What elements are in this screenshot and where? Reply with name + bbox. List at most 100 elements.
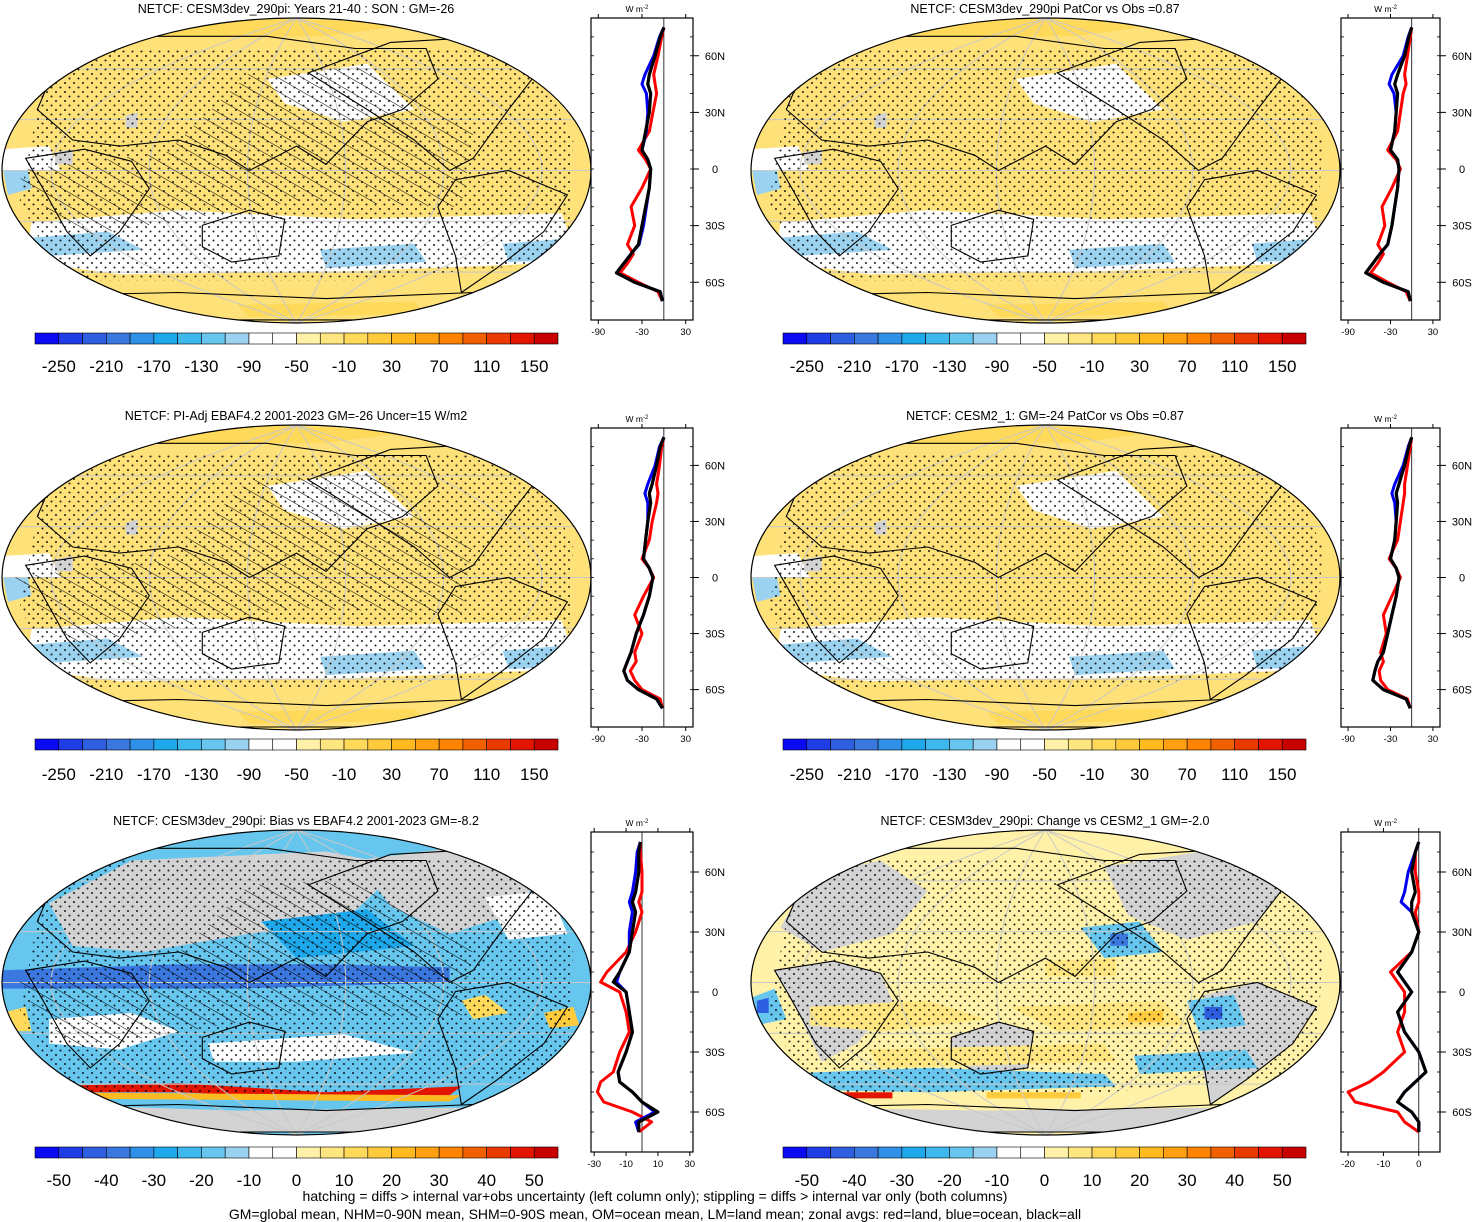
coastline: [785, 442, 1188, 579]
colorbar-label: 20: [382, 1171, 401, 1190]
colorbar-box: [949, 332, 974, 345]
coastline: [773, 960, 899, 1069]
map-border: [750, 424, 1341, 731]
colorbar-label: -10: [985, 1171, 1010, 1190]
ytick-label: 30N: [1452, 927, 1472, 939]
colorbar-box: [854, 738, 879, 751]
colorbar-box: [1091, 332, 1117, 345]
colorbar-box: [201, 738, 226, 751]
colorbar-label: 30: [382, 357, 401, 376]
colorbar-box: [272, 738, 297, 751]
ytick-label: 60N: [1452, 51, 1472, 63]
ytick-label: 30S: [1452, 221, 1472, 233]
zonal-average-plot: W m-2 60N 30N 0 30S 60S -90 -30 30: [1340, 414, 1472, 745]
panel-4: NETCF: CESM2_1: GM=-24 PatCor vs Obs =0.…: [750, 409, 1472, 784]
colorbar-box: [1044, 332, 1069, 345]
colorbar-label: -50: [1032, 765, 1057, 784]
ytick-label: 60N: [705, 51, 725, 63]
colorbar-label: -250: [790, 357, 824, 376]
colorbar-label: -210: [837, 765, 871, 784]
colorbar-box: [510, 332, 535, 345]
zonal-line-all: [1364, 26, 1414, 302]
colorbar-box: [1115, 738, 1140, 751]
colorbar-box: [1163, 332, 1188, 345]
colorbar-box: [296, 1146, 321, 1159]
panel-2: NETCF: CESM3dev_290pi PatCor vs Obs =0.8…: [750, 2, 1472, 376]
map: [2, 830, 591, 1135]
colorbar-label: -90: [985, 765, 1010, 784]
colorbar: -50 -40 -30 -20 -10 0 10 20 30 40 50: [782, 1146, 1307, 1190]
coastline: [785, 847, 1188, 984]
ytick-label: 30N: [705, 927, 725, 939]
colorbar-box: [782, 1146, 808, 1159]
coastline: [437, 576, 569, 701]
colorbar-box: [462, 738, 487, 751]
colorbar-box: [830, 738, 855, 751]
colorbar-box: [1139, 738, 1164, 751]
colorbar-box: [1186, 1146, 1212, 1159]
xtick-label: 10: [653, 1159, 664, 1170]
colorbar-box: [1258, 332, 1283, 345]
colorbar-box: [296, 332, 321, 345]
colorbar-box: [972, 332, 998, 345]
colorbar-box: [201, 1146, 226, 1159]
panel-title: NETCF: CESM3dev_290pi: Years 21-40 : SON…: [138, 2, 455, 16]
colorbar-box: [510, 738, 535, 751]
colorbar-box: [1139, 332, 1164, 345]
colorbar-box: [343, 738, 369, 751]
footnote-hatching: hatching = diffs > internal var+obs unce…: [302, 1188, 1008, 1204]
colorbar-label: 110: [1221, 357, 1248, 376]
panel-title: NETCF: CESM3dev_290pi: Change vs CESM2_1…: [881, 814, 1210, 828]
colorbar-label: 70: [430, 357, 449, 376]
colorbar-box: [391, 1146, 416, 1159]
xtick-label: 30: [1428, 327, 1439, 338]
colorbar-box: [438, 738, 464, 751]
colorbar-label: -10: [1080, 357, 1105, 376]
colorbar-box: [201, 332, 226, 345]
coastline: [437, 169, 569, 294]
colorbar-box: [854, 332, 879, 345]
colorbar-box: [224, 1146, 250, 1159]
colorbar-box: [391, 332, 416, 345]
colorbar-box: [319, 1146, 345, 1159]
colorbar-label: -130: [932, 765, 966, 784]
colorbar-box: [1163, 738, 1188, 751]
colorbar-label: 70: [1178, 357, 1197, 376]
colorbar-label: 110: [473, 357, 500, 376]
colorbar-box: [877, 738, 903, 751]
colorbar-box: [367, 1146, 392, 1159]
colorbar-box: [34, 332, 60, 345]
colorbar-label: 150: [520, 357, 548, 376]
hatching: [13, 878, 474, 1050]
colorbar-box: [1210, 332, 1235, 345]
colorbar-box: [248, 332, 274, 345]
colorbar-box: [343, 1146, 369, 1159]
colorbar-box: [1281, 1146, 1307, 1159]
ytick-label: 30N: [705, 107, 725, 119]
colorbar-box: [82, 738, 107, 751]
colorbar-box: [925, 738, 950, 751]
coastline: [1056, 35, 1294, 172]
coastline: [1186, 169, 1318, 294]
colorbar-box: [486, 1146, 511, 1159]
zonal-line-land: [1346, 841, 1421, 1134]
colorbar-box: [1186, 332, 1212, 345]
ytick-label: 0: [712, 164, 718, 176]
panel-title: NETCF: CESM3dev_290pi PatCor vs Obs =0.8…: [910, 2, 1179, 16]
colorbar-box: [782, 738, 808, 751]
ytick-label: 30S: [1452, 1047, 1472, 1059]
coastline: [201, 209, 286, 263]
colorbar-label: -40: [94, 1171, 119, 1190]
colorbar: -50 -40 -30 -20 -10 0 10 20 30 40 50: [34, 1146, 559, 1190]
colorbar-box: [486, 332, 511, 345]
field-region: [986, 708, 1176, 724]
colorbar-label: -250: [790, 765, 824, 784]
zonal-line-land: [628, 436, 666, 709]
zonal-unit: W m-2: [1374, 818, 1397, 828]
xtick-label: -20: [1341, 1159, 1355, 1170]
ytick-label: 0: [1459, 987, 1465, 999]
panel-title: NETCF: CESM2_1: GM=-24 PatCor vs Obs =0.…: [906, 409, 1184, 423]
colorbar-box: [1091, 1146, 1117, 1159]
colorbar-box: [949, 1146, 974, 1159]
colorbar-box: [82, 1146, 107, 1159]
